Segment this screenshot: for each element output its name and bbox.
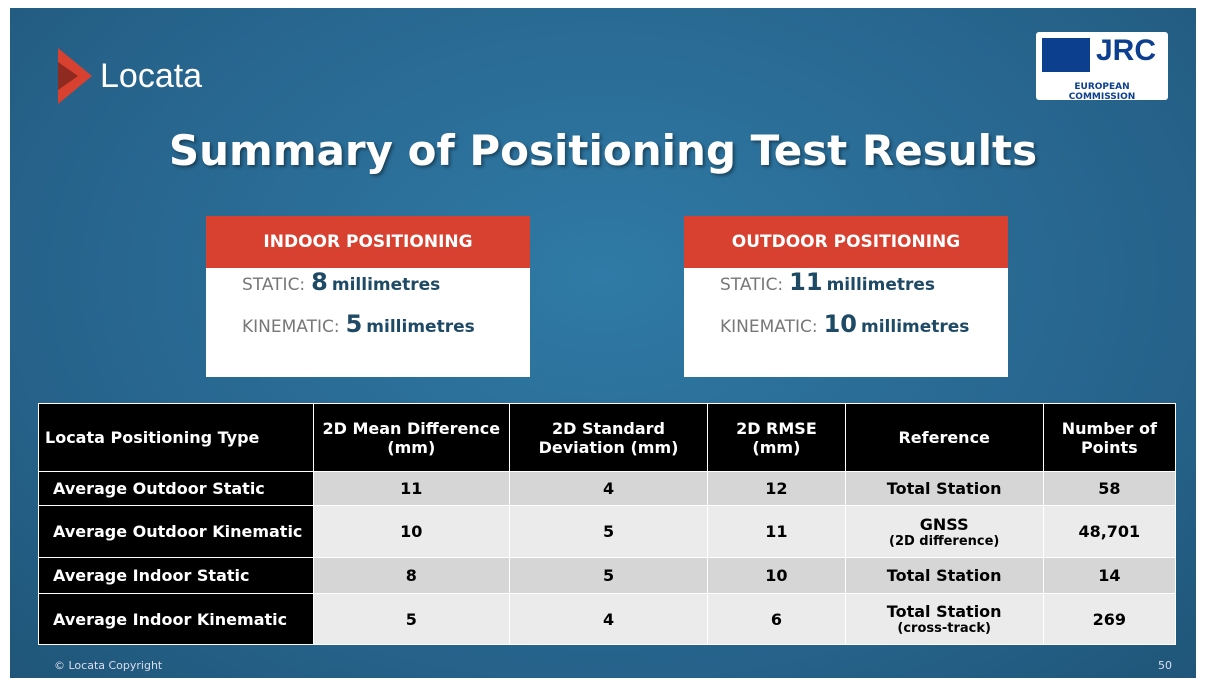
partner-subtitle: EUROPEAN COMMISSION [1068,82,1136,102]
partner-name: JRC [1096,34,1157,67]
column-header: 2D RMSE (mm) [707,403,846,472]
table-row: Average Outdoor Static 11 4 12 Total Station… [38,471,1177,506]
reference-cell: Total Station [844,471,1044,506]
column-header: 2D Standard Deviation (mm) [508,403,709,472]
column-header: Reference [844,403,1044,472]
partner-logo: JRC EUROPEAN COMMISSION [1036,32,1168,102]
row-type: Average Indoor Kinematic [38,593,314,645]
page-number: 50 [1158,659,1172,672]
cell: 5 [312,593,510,645]
box-line: KINEMATIC: 5 millimetres [242,310,530,352]
logo: Locata [58,46,202,106]
results-table: Locata Positioning Type 2D Mean Differenc… [38,403,1177,645]
line-unit: millimetres [366,317,475,337]
reference: GNSS [919,514,969,534]
table-row: Average Indoor Static 8 5 10 Total Station 14 [38,557,1177,594]
cell: 48,701 [1042,505,1177,558]
logo-text: Locata [100,56,203,95]
slide-title: Summary of Positioning Test Results [168,126,1038,175]
column-header: Number of Points [1042,403,1177,472]
reference: Total Station [886,602,1002,621]
cell: 5 [508,505,709,558]
cell: 10 [312,505,510,558]
row-type: Average Outdoor Static [38,471,314,506]
cell: 12 [707,471,846,506]
column-header: 2D Mean Difference (mm) [312,403,510,472]
cell: 58 [1042,471,1177,506]
line-label: STATIC: [720,275,784,295]
reference-cell: Total Station [844,557,1044,594]
column-header: Locata Positioning Type [38,403,314,472]
reference-cell: Total Station (cross-track) [844,593,1044,645]
cell: 4 [508,471,709,506]
result-box: INDOOR POSITIONING STATIC: 8 millimetres KIN… [206,216,530,377]
line-value: 5 [345,310,363,338]
reference: Total Station [886,479,1002,498]
box-line: STATIC: 8 millimetres [242,268,530,310]
cell: 11 [312,471,510,506]
slide: Locata JRC EUROPEAN COMMISSION Summary o… [10,8,1196,678]
box-title: INDOOR POSITIONING [206,216,530,268]
cell: 14 [1042,557,1177,594]
box-title: OUTDOOR POSITIONING [684,216,1008,268]
box-line: STATIC: 11 millimetres [720,268,1008,310]
line-label: KINEMATIC: [242,317,340,337]
row-type: Average Outdoor Kinematic [38,505,314,558]
table-row: Average Indoor Kinematic 5 4 6 Total Station… [38,593,1177,645]
cell: 6 [707,593,846,645]
eu-flag [1042,38,1090,72]
cell: 4 [508,593,709,645]
table-row: Average Outdoor Kinematic 10 5 11 GNSS (2D di… [38,505,1177,558]
cell: 5 [508,557,709,594]
line-unit: millimetres [861,317,970,337]
reference-cell: GNSS (2D difference) [844,505,1044,558]
box-line: KINEMATIC: 10 millimetres [720,310,1008,352]
line-unit: millimetres [826,275,936,295]
line-label: STATIC: [242,275,306,295]
row-type: Average Indoor Static [38,557,314,594]
reference-note: (2D difference) [889,533,1000,549]
line-label: KINEMATIC: [720,317,818,337]
reference: Total Station [886,566,1002,585]
cell: 11 [707,505,846,558]
cell: 10 [707,557,846,594]
copyright: © Locata Copyright [54,659,163,672]
cell: 8 [312,557,510,594]
reference-note: (cross-track) [897,621,991,636]
line-value: 11 [789,268,823,296]
line-value: 8 [311,268,328,296]
logo-icon [58,48,92,104]
result-box: OUTDOOR POSITIONING STATIC: 11 millimetres K… [684,216,1008,377]
line-value: 10 [823,310,857,338]
cell: 269 [1042,593,1177,645]
line-unit: millimetres [331,275,441,295]
